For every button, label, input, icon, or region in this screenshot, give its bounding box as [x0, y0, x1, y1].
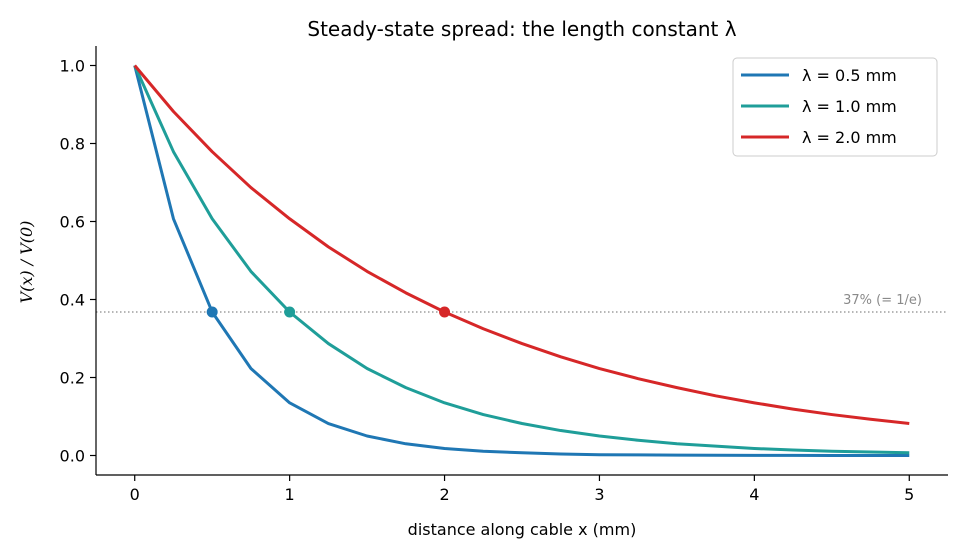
- y-ticks: 0.0 0.2 0.4 0.6 0.8 1.0: [60, 57, 96, 466]
- series-line-2: [133, 64, 910, 455]
- x-tick-label: 1: [285, 485, 295, 504]
- x-tick-label: 5: [904, 485, 914, 504]
- y-tick-label: 0.8: [60, 135, 85, 154]
- y-tick-label: 0.0: [60, 447, 85, 466]
- y-tick-label: 0.6: [60, 213, 85, 232]
- legend-label-3: λ = 2.0 mm: [802, 128, 897, 147]
- reference-line-label: 37% (= 1/e): [843, 293, 922, 308]
- legend: λ = 0.5 mm λ = 1.0 mm λ = 2.0 mm: [732, 57, 938, 157]
- chart-title: Steady-state spread: the length constant…: [307, 17, 736, 41]
- y-tick-label: 0.2: [60, 369, 85, 388]
- x-axis-label: distance along cable x (mm): [408, 520, 637, 539]
- series-marker-2: [284, 306, 296, 318]
- legend-label-2: λ = 1.0 mm: [802, 97, 897, 116]
- x-tick-label: 0: [130, 485, 140, 504]
- legend-frame: [732, 57, 938, 157]
- x-tick-label: 2: [439, 485, 449, 504]
- y-axis-label: V(x) / V(0): [17, 221, 36, 304]
- y-tick-label: 0.4: [60, 291, 85, 310]
- x-ticks: 0 1 2 3 4 5: [130, 475, 914, 504]
- x-tick-label: 3: [594, 485, 604, 504]
- series-line-1: [133, 65, 910, 457]
- series-marker-3: [439, 306, 451, 318]
- series-line-3: [133, 64, 910, 426]
- x-tick-label: 4: [749, 485, 759, 504]
- series-marker-1: [206, 306, 218, 318]
- y-tick-label: 1.0: [60, 57, 85, 76]
- legend-label-1: λ = 0.5 mm: [802, 66, 897, 85]
- plot-area: [96, 64, 948, 457]
